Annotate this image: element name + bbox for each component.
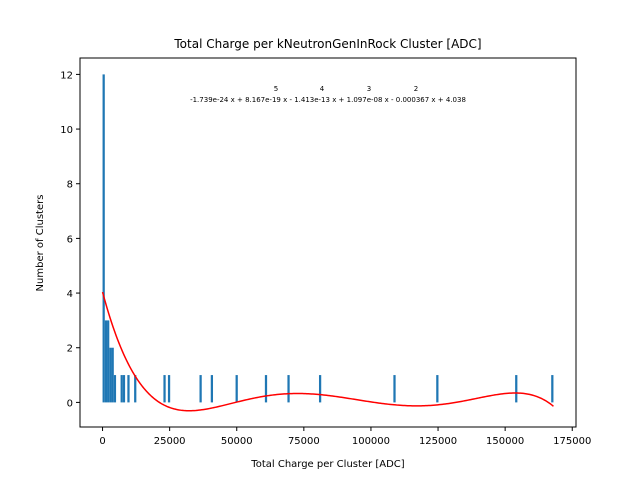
fit-exponent-2: 2 — [414, 85, 418, 93]
fit-equation-text: -1.739e-24 x + 8.167e-19 x - 1.413e-13 x… — [190, 96, 466, 104]
histogram-bar — [235, 375, 238, 403]
y-tick-label: 4 — [67, 289, 73, 300]
histogram-bar — [264, 375, 268, 403]
x-tick-label: 150000 — [486, 436, 524, 447]
y-tick-label: 12 — [60, 70, 73, 81]
histogram-bar — [210, 375, 214, 403]
histogram-bar — [287, 375, 290, 403]
y-axis-label: Number of Clusters — [35, 195, 46, 292]
histogram-bar — [436, 375, 439, 403]
fit-exponent-5: 5 — [274, 85, 278, 93]
histogram-bar — [104, 320, 108, 403]
histogram-bar — [127, 375, 130, 403]
histogram-bar — [134, 375, 137, 403]
y-tick-label: 0 — [67, 398, 73, 409]
histogram-bar — [113, 375, 117, 403]
x-tick-label: 175000 — [553, 436, 591, 447]
histogram-bar — [515, 375, 518, 403]
x-tick-label: 25000 — [154, 436, 186, 447]
histogram-bars — [102, 74, 554, 403]
histogram-bar — [167, 375, 171, 403]
x-axis: 0 25000 50000 75000 100000 125000 150000 175000 — [99, 427, 591, 447]
fit-exponent-4: 4 — [320, 85, 325, 93]
histogram-bar — [163, 375, 166, 403]
x-tick-label: 100000 — [352, 436, 390, 447]
histogram-bar — [318, 375, 322, 403]
plot-frame — [79, 57, 577, 428]
fit-equation: 5 4 3 2 -1.739e-24 x + 8.167e-19 x - 1.4… — [190, 85, 466, 104]
fit-curve — [101, 291, 554, 412]
chart-title: Total Charge per kNeutronGenInRock Clust… — [173, 37, 481, 51]
x-tick-label: 0 — [99, 436, 105, 447]
histogram-bar — [122, 375, 126, 403]
histogram-bar — [551, 375, 554, 403]
y-tick-label: 10 — [60, 125, 73, 136]
y-tick-label: 2 — [67, 344, 73, 355]
x-tick-label: 75000 — [288, 436, 320, 447]
y-tick-label: 8 — [67, 180, 73, 191]
y-tick-label: 6 — [67, 234, 73, 245]
histogram-bar — [393, 375, 396, 403]
histogram-bar — [107, 320, 110, 403]
y-axis: 0 2 4 6 8 10 12 — [60, 70, 80, 409]
x-axis-label: Total Charge per Cluster [ADC] — [250, 459, 404, 470]
histogram-bar — [199, 375, 202, 403]
x-tick-label: 125000 — [419, 436, 457, 447]
histogram-bar — [102, 74, 105, 403]
fit-exponent-3: 3 — [367, 85, 371, 93]
histogram-bar — [109, 347, 112, 403]
histogram-bar — [120, 375, 123, 403]
histogram-bar — [111, 347, 114, 403]
x-tick-label: 50000 — [221, 436, 253, 447]
